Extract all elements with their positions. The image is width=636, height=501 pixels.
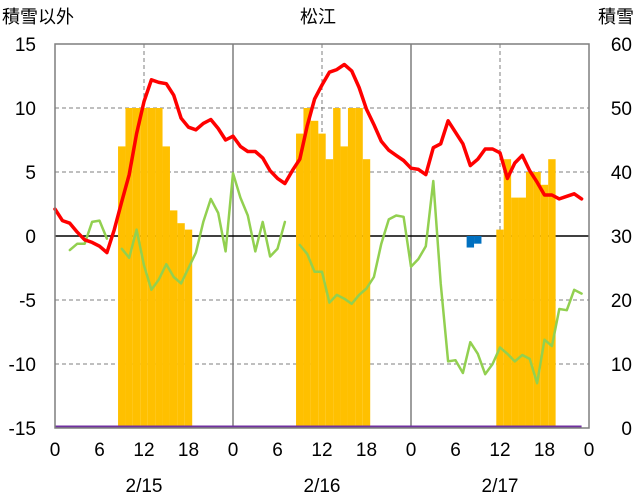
x-tick-label: 18: [356, 440, 377, 461]
right-y-tick-label: 40: [611, 163, 632, 184]
snow-depth-bar: [355, 108, 363, 428]
snow-depth-bar: [503, 159, 512, 428]
snow-depth-bar: [548, 159, 556, 428]
green-series-line: [68, 219, 109, 252]
x-tick-label: 0: [406, 440, 417, 461]
right-y-tick-label: 0: [621, 419, 632, 440]
snow-depth-bar: [118, 146, 126, 428]
snow-depth-bar: [125, 108, 133, 428]
snow-depth-bar: [540, 184, 549, 428]
snow-depth-bar: [169, 210, 178, 428]
date-label: 2/16: [304, 476, 341, 497]
left-axis-label: 積雪以外: [2, 7, 74, 28]
snow-depth-bar: [525, 172, 534, 428]
snow-depth-bar: [511, 197, 519, 428]
chart-title: 松江: [300, 7, 336, 28]
snow-depth-bar: [318, 133, 326, 428]
snow-depth-bar: [325, 159, 334, 428]
date-label: 2/17: [482, 476, 519, 497]
x-tick-label: 0: [228, 440, 239, 461]
x-tick-label: 18: [534, 440, 555, 461]
right-y-tick-label: 20: [611, 291, 632, 312]
x-tick-label: 12: [489, 440, 510, 461]
snow-depth-bar: [132, 108, 141, 428]
snow-depth-bar: [162, 146, 170, 428]
left-y-tick-label: 15: [15, 35, 36, 56]
right-y-tick-label: 10: [611, 355, 632, 376]
snow-depth-bar: [362, 159, 371, 428]
right-y-tick-label: 30: [611, 227, 632, 248]
snow-depth-bar: [333, 108, 341, 428]
left-y-tick-label: 10: [15, 99, 36, 120]
plot-frame: [54, 43, 590, 429]
snow-depth-bar: [340, 146, 348, 428]
snow-depth-bar: [147, 108, 156, 428]
x-tick-label: 12: [133, 440, 154, 461]
left-y-tick-label: 5: [25, 163, 36, 184]
snow-depth-bar: [303, 108, 311, 428]
snow-depth-bar: [184, 229, 193, 428]
blue-series-bar: [466, 236, 475, 248]
x-tick-label: 0: [50, 440, 61, 461]
blue-series-bar: [474, 236, 482, 244]
x-tick-label: 12: [311, 440, 332, 461]
temperature-line: [53, 62, 584, 255]
snow-depth-bar: [155, 108, 163, 428]
snow-depth-bar: [533, 172, 541, 428]
snow-depth-bar: [496, 229, 504, 428]
x-tick-label: 18: [178, 440, 199, 461]
snow-depth-bar: [347, 108, 356, 428]
left-y-tick-label: -10: [9, 355, 36, 376]
snow-depth-bar: [296, 133, 304, 428]
snow-depth-bar: [310, 120, 319, 429]
right-y-tick-label: 50: [611, 99, 632, 120]
x-tick-label: 6: [272, 440, 283, 461]
left-y-tick-label: 0: [25, 227, 36, 248]
right-y-tick-label: 60: [611, 35, 632, 56]
snow-depth-bar: [177, 223, 185, 428]
date-label: 2/15: [126, 476, 163, 497]
green-series-line: [120, 172, 287, 292]
bars: [118, 108, 556, 429]
plot-border: [54, 43, 590, 429]
green-series-line: [298, 179, 583, 385]
x-tick-label: 0: [584, 440, 595, 461]
snow-depth-bar: [518, 197, 526, 428]
x-tick-label: 6: [450, 440, 461, 461]
left-y-tick-label: -5: [19, 291, 36, 312]
left-y-tick-label: -15: [9, 419, 36, 440]
x-tick-label: 6: [94, 440, 105, 461]
right-axis-label: 積雪: [598, 7, 634, 28]
lines: [53, 62, 584, 429]
